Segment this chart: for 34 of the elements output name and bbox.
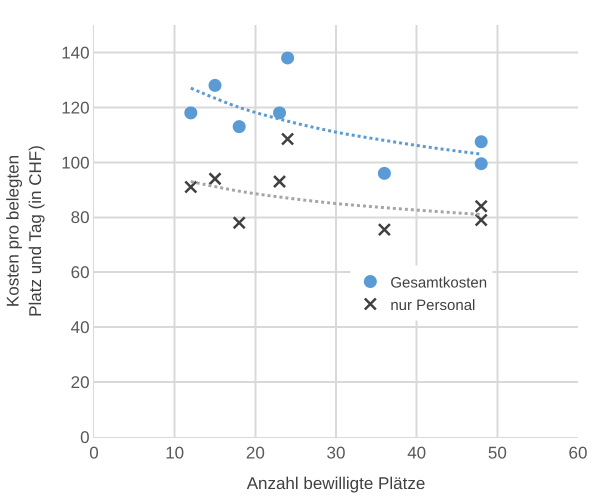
- point: [184, 106, 198, 120]
- point: [232, 216, 246, 230]
- legend-label: nur Personal: [390, 296, 476, 314]
- x-tick-label: 50: [488, 443, 507, 462]
- y-tick-label: 20: [70, 373, 90, 392]
- point: [474, 213, 488, 227]
- x-tick-label: 40: [407, 443, 426, 462]
- legend-label: Gesamtkosten: [390, 274, 488, 292]
- point: [378, 222, 392, 236]
- y-tick-label: 0: [80, 428, 90, 447]
- y-tick-label: 140: [61, 43, 90, 62]
- x-tick-label: 60: [568, 443, 588, 462]
- point: [281, 51, 294, 64]
- y-tick-label: 40: [70, 318, 90, 338]
- x-tick-label: 10: [165, 443, 184, 462]
- y-tick-label: 100: [61, 153, 90, 172]
- y-axis-title: Kosten pro belegten Platz und Tag (in CHF): [4, 145, 45, 317]
- point: [184, 180, 198, 194]
- point: [232, 120, 246, 134]
- y-tick-label: 120: [61, 98, 90, 118]
- point: [272, 174, 286, 188]
- point: [378, 166, 391, 180]
- point: [208, 172, 222, 186]
- point: [208, 78, 222, 92]
- point: [280, 132, 294, 146]
- y-tick-label: 80: [70, 208, 90, 228]
- point: [273, 106, 286, 120]
- x-tick-label: 30: [326, 443, 346, 462]
- point: [474, 157, 488, 170]
- x-axis-title: Anzahl bewilligte Plätze: [246, 474, 426, 493]
- point: [474, 135, 488, 148]
- point: [474, 200, 488, 214]
- y-tick-label: 60: [70, 263, 90, 282]
- x-tick-label: 20: [246, 443, 265, 462]
